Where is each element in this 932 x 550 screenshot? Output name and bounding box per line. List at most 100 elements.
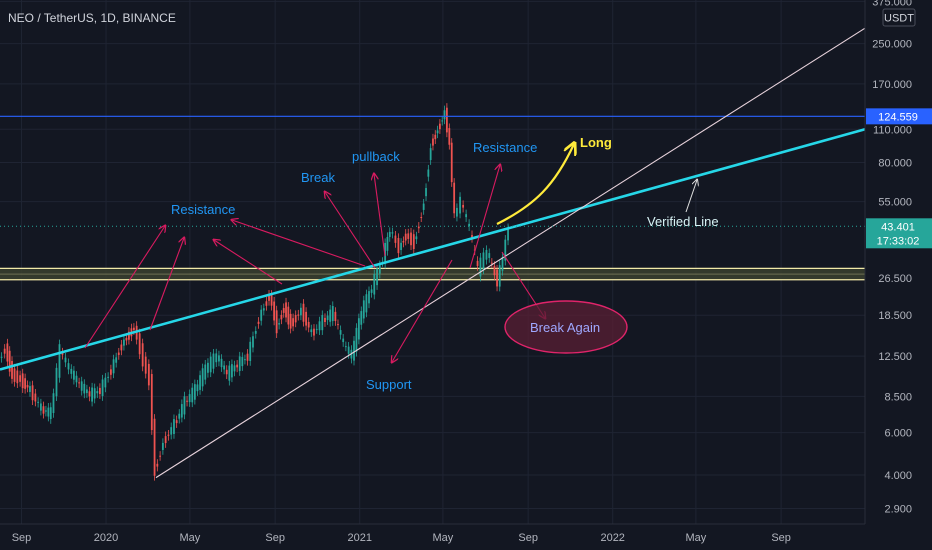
candle-body xyxy=(471,235,473,238)
candle-body xyxy=(144,356,147,374)
candle-body xyxy=(16,370,19,384)
y-tick-label: 4.000 xyxy=(884,470,912,482)
candle-body xyxy=(289,313,292,329)
candle-body xyxy=(159,455,162,457)
candle-body xyxy=(207,362,209,373)
candle-body xyxy=(278,323,280,325)
candle-body xyxy=(78,382,81,384)
candle-body xyxy=(167,434,170,436)
candle-body xyxy=(183,396,186,415)
currency-badge[interactable] xyxy=(882,8,916,27)
candle-body xyxy=(42,406,45,414)
candle-body xyxy=(204,364,207,380)
countdown-label: 17:33:02 xyxy=(877,235,920,247)
y-tick-label: 110.000 xyxy=(873,124,912,136)
y-tick-label: 12.500 xyxy=(878,351,912,363)
candle-body xyxy=(39,403,42,411)
candle-body xyxy=(429,148,432,161)
candle-body xyxy=(391,232,394,234)
label-verified-line: Verified Line xyxy=(647,214,719,229)
candle-body xyxy=(91,387,93,402)
candle-body xyxy=(117,352,120,355)
arrow-resistance-2 xyxy=(149,238,184,331)
candle-body xyxy=(73,370,75,380)
candle-body xyxy=(218,355,220,362)
candle-body xyxy=(342,338,345,343)
candle-body xyxy=(294,315,297,323)
candle-body xyxy=(344,346,347,348)
last-price-tag-label: 43.401 xyxy=(881,221,915,233)
candle-body xyxy=(496,269,498,287)
label-pullback: pullback xyxy=(352,149,400,164)
candle-body xyxy=(156,463,159,467)
candle-body xyxy=(273,301,276,321)
x-tick-label: Sep xyxy=(518,532,538,544)
price-axis-panel xyxy=(865,0,932,550)
candle-body xyxy=(13,368,16,382)
candle-body xyxy=(88,391,91,397)
y-tick-label: 6.000 xyxy=(884,428,912,440)
candle-body xyxy=(270,294,273,306)
candle-body xyxy=(402,241,405,243)
candle-body xyxy=(305,311,307,326)
candle-body xyxy=(175,420,178,424)
candle-body xyxy=(37,401,40,403)
candle-body xyxy=(297,314,300,316)
candle-body xyxy=(19,375,22,382)
y-tick-label: 2.900 xyxy=(884,504,912,516)
candle-body xyxy=(370,289,373,293)
candle-body xyxy=(468,223,471,227)
candle-body xyxy=(326,315,329,321)
candle-body xyxy=(280,314,283,320)
candle-body xyxy=(47,407,50,417)
candle-body xyxy=(287,306,290,325)
candle-body xyxy=(412,234,415,249)
candle-body xyxy=(420,216,423,218)
candle-body xyxy=(104,377,107,388)
candle-body xyxy=(115,357,118,363)
candle-body xyxy=(31,385,34,401)
candle-body xyxy=(347,346,350,354)
candle-body xyxy=(138,333,141,355)
candle-body xyxy=(120,344,123,351)
candle-body xyxy=(21,373,24,389)
candle-body xyxy=(417,226,420,229)
candle-body xyxy=(254,330,257,334)
candle-body xyxy=(24,378,27,389)
candle-body xyxy=(425,188,427,197)
break-again-ellipse xyxy=(504,300,628,354)
support-zone xyxy=(0,267,865,281)
candle-body xyxy=(438,123,441,130)
candle-body xyxy=(378,265,381,274)
time-axis[interactable]: Sep 2020 May Sep 2021 May Sep 2022 May Sep xyxy=(0,523,865,550)
candle-body xyxy=(373,274,376,295)
candle-body xyxy=(233,365,236,372)
candle-body xyxy=(357,318,360,340)
candle-body xyxy=(432,138,434,146)
x-tick-label: May xyxy=(433,532,454,544)
candle-body xyxy=(313,328,315,336)
candle-body xyxy=(236,364,239,368)
y-tick-label: 250.000 xyxy=(872,39,912,51)
candle-body xyxy=(85,389,88,394)
label-resistance-right: Resistance xyxy=(473,140,537,155)
candle-body xyxy=(434,134,437,140)
candle-body xyxy=(225,369,228,375)
candle-body xyxy=(282,307,285,313)
candle-body xyxy=(55,367,58,397)
candle-body xyxy=(285,302,287,318)
y-tick-label: 55.000 xyxy=(878,197,912,209)
arrow-resistance-1 xyxy=(84,226,165,349)
candle-body xyxy=(265,301,268,306)
arrow-resistance-3 xyxy=(214,240,283,285)
candle-body xyxy=(307,321,310,328)
arrow-break xyxy=(325,192,376,269)
price-axis[interactable]: 375.000 250.000 170.000 110.000 80.000 55.000… xyxy=(864,0,932,550)
candle-body xyxy=(209,356,212,373)
candle-body xyxy=(490,262,493,264)
candle-body xyxy=(482,252,485,270)
candle-body xyxy=(318,321,321,331)
candle-body xyxy=(386,236,389,251)
price-tags: 124.559 43.401 17:33:02 xyxy=(866,108,932,249)
